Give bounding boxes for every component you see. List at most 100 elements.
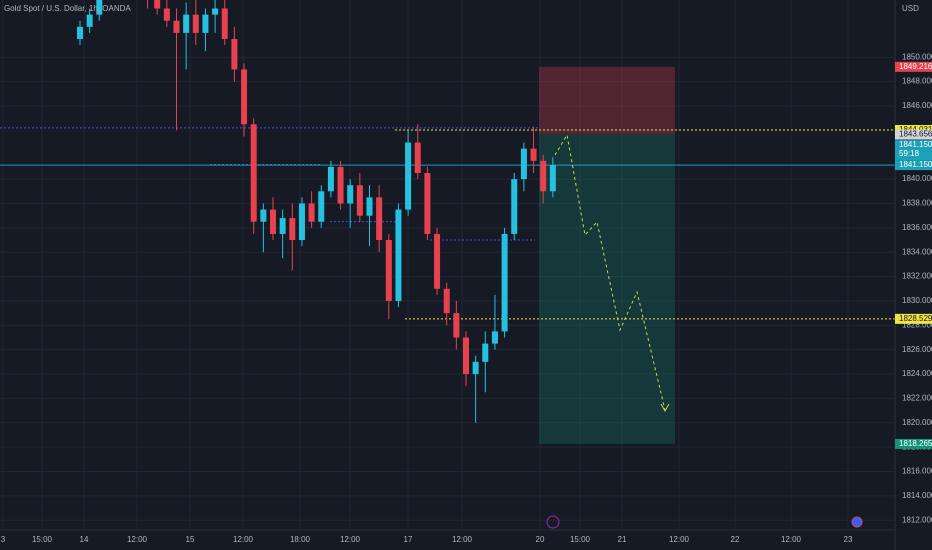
x-tick-label: 3 <box>1 535 6 544</box>
last-price-label: 1841.150 <box>899 140 932 149</box>
x-tick-label: 12:00 <box>340 535 361 544</box>
candle-body <box>260 209 267 222</box>
candle-body <box>241 69 248 125</box>
candle-body <box>414 142 421 174</box>
candle-body <box>549 165 556 192</box>
candle-body <box>520 148 527 180</box>
candle-body <box>376 197 383 241</box>
candle-body <box>327 166 334 192</box>
price-tag <box>895 129 932 140</box>
y-tick-label: 1822.000 <box>902 394 932 403</box>
last-price-tag <box>895 140 932 161</box>
candle-body <box>424 173 431 234</box>
candle-body <box>192 14 199 33</box>
candle-body <box>347 185 354 204</box>
plot-area <box>0 0 895 444</box>
candle-body <box>221 8 228 39</box>
x-tick-label: 14 <box>80 535 89 544</box>
candle-body <box>202 14 209 33</box>
candle-body <box>231 38 238 70</box>
y-tick-label: 1812.000 <box>902 515 932 524</box>
candle-body <box>308 203 315 222</box>
candle-body <box>163 8 170 21</box>
countdown-label: 59:18 <box>899 149 920 158</box>
flag-icon <box>851 516 863 528</box>
y-tick-label: 1824.000 <box>902 369 932 378</box>
y-tick-label: 1850.000 <box>902 52 932 61</box>
candle-body <box>443 288 450 314</box>
price-tag <box>895 61 932 72</box>
price-tag-label: 1843.656 <box>899 130 932 139</box>
target-zone <box>539 134 675 444</box>
currency-label: USD <box>902 4 919 13</box>
candle-body <box>279 218 286 234</box>
x-tick-label: 22 <box>731 535 740 544</box>
x-tick-label: 15:00 <box>570 535 591 544</box>
candle-body <box>96 0 103 15</box>
candle-body <box>405 142 412 210</box>
candle-body <box>212 8 219 15</box>
last-price-tag <box>895 160 932 171</box>
level-tag <box>895 313 932 324</box>
candle-body <box>530 148 537 161</box>
x-tick-label: 23 <box>844 535 853 544</box>
axes: 1812.0001814.0001816.0001818.0001820.000… <box>1 52 932 544</box>
price-tag <box>895 438 932 449</box>
candle-body <box>453 313 460 338</box>
candle-body <box>501 233 508 332</box>
candle-body <box>183 14 190 33</box>
candle-body <box>250 124 257 222</box>
y-tick-label: 1836.000 <box>902 223 932 232</box>
y-tick-label: 1814.000 <box>902 491 932 500</box>
x-tick-label: 12:00 <box>127 535 148 544</box>
candle-body <box>482 343 489 362</box>
candle-body <box>491 331 498 344</box>
candle-body <box>385 240 392 301</box>
candle-body <box>511 179 518 234</box>
candle-body <box>154 0 161 9</box>
candle-body <box>318 191 325 222</box>
y-tick-label: 1840.000 <box>902 174 932 183</box>
y-tick-label: 1832.000 <box>902 272 932 281</box>
candle-body <box>289 218 296 241</box>
candle-body <box>463 337 469 375</box>
x-tick-label: 12:00 <box>669 535 690 544</box>
y-tick-label: 1846.000 <box>902 101 932 110</box>
x-tick-label: 18:00 <box>290 535 311 544</box>
y-tick-label: 1834.000 <box>902 247 932 256</box>
stop-zone <box>539 66 675 135</box>
projection-path <box>554 133 666 411</box>
x-tick-label: 12:00 <box>233 535 254 544</box>
x-tick-label: 15 <box>186 535 195 544</box>
x-tick-label: 20 <box>536 535 545 544</box>
price-tag-label: 1849.216 <box>899 62 932 71</box>
candle-body <box>434 233 441 289</box>
candle-body <box>395 209 402 301</box>
level-label: 1828.529 <box>899 314 932 323</box>
y-tick-label: 1830.000 <box>902 296 932 305</box>
event-icon <box>546 515 560 529</box>
candle-body <box>270 209 276 234</box>
y-tick-label: 1848.000 <box>902 77 932 86</box>
x-tick-label: 12:00 <box>781 535 802 544</box>
last-price-label: 1841.150 <box>899 160 932 169</box>
x-tick-label: 17 <box>404 535 413 544</box>
y-tick-label: 1826.000 <box>902 345 932 354</box>
candle-body <box>356 185 363 216</box>
chart-title: Gold Spot / U.S. Dollar, 1h, OANDA <box>4 4 131 13</box>
y-tick-label: 1838.000 <box>902 199 932 208</box>
y-tick-label: 1828.000 <box>902 320 932 329</box>
x-tick-label: 21 <box>618 535 627 544</box>
projection-arrow <box>660 403 670 413</box>
y-tick-label: 1816.000 <box>902 467 932 476</box>
grid <box>0 0 895 530</box>
y-tick-label: 1820.000 <box>902 418 932 427</box>
candle-body <box>173 20 180 33</box>
x-tick-label: 12:00 <box>452 535 473 544</box>
candle-body <box>77 26 83 39</box>
x-tick-label: 15:00 <box>32 535 53 544</box>
candle-body <box>86 14 93 27</box>
candle-body <box>540 160 547 192</box>
